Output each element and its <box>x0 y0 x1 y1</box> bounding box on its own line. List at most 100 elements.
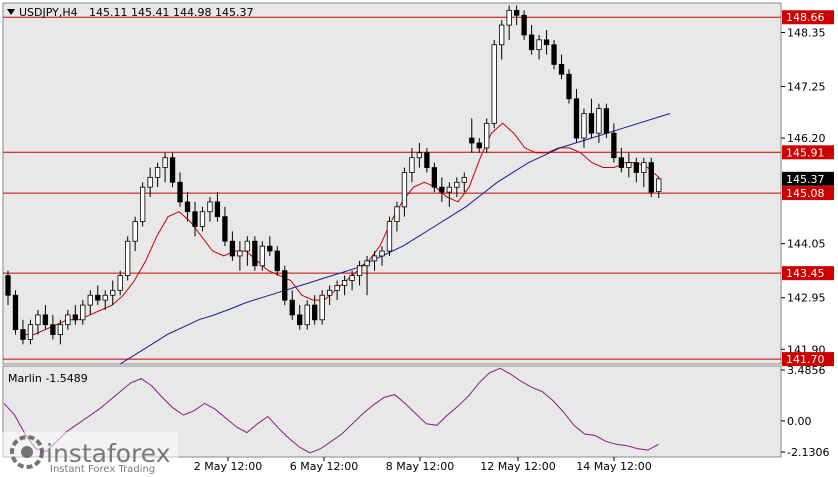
bull-candle <box>80 304 86 321</box>
bull-candle <box>506 9 512 26</box>
bear-candle <box>513 9 520 16</box>
price-tick-label: 146.20 <box>787 132 826 145</box>
bull-candle <box>379 250 385 257</box>
ohlc-readout: 145.11 145.41 144.98 145.37 <box>89 6 253 19</box>
bear-candle <box>648 162 654 193</box>
bull-candle <box>641 162 647 173</box>
level-tag-label: 145.08 <box>786 187 825 200</box>
bull-candle <box>244 240 251 252</box>
bear-candle <box>431 167 438 188</box>
bull-candle <box>394 206 400 222</box>
bear-candle <box>274 250 280 272</box>
bear-candle <box>177 181 183 203</box>
bull-candle <box>446 186 452 193</box>
bear-candle <box>543 39 550 46</box>
bull-candle <box>102 294 108 301</box>
bear-candle <box>476 142 482 149</box>
bull-candle <box>304 304 310 326</box>
bull-candle <box>334 285 340 291</box>
bear-candle <box>611 132 617 159</box>
bear-candle <box>169 157 176 183</box>
bull-candle <box>87 294 93 306</box>
bull-candle <box>319 294 325 321</box>
bull-candle <box>35 314 41 326</box>
bear-candle <box>588 113 595 134</box>
indicator-axis: 3.4856 0.00 -2.1306 <box>781 364 829 459</box>
bull-candle <box>409 157 415 173</box>
bear-candle <box>12 294 19 331</box>
price-tick-label: 148.35 <box>787 26 826 39</box>
bear-candle <box>633 162 639 173</box>
bull-candle <box>139 186 146 222</box>
price-tick-label: 144.05 <box>787 238 826 251</box>
bear-candle <box>424 152 430 168</box>
level-tag-label: 141.70 <box>786 353 825 366</box>
bull-candle <box>207 201 213 213</box>
level-tag <box>782 145 834 160</box>
bear-candle <box>566 73 572 100</box>
bull-candle <box>349 275 355 281</box>
bear-candle <box>558 63 565 75</box>
logo-brand-text: instaforex <box>46 439 171 468</box>
bear-candle <box>267 245 273 252</box>
bull-candle <box>401 172 408 208</box>
bull-candle <box>454 181 460 188</box>
time-tick-label: 6 May 12:00 <box>290 460 358 473</box>
bear-candle <box>214 201 221 218</box>
bear-candle <box>229 240 236 257</box>
bull-candle <box>326 289 333 296</box>
bull-candle <box>147 176 153 188</box>
indicator-tick-label: 3.4856 <box>787 364 826 377</box>
bull-candle <box>57 324 64 335</box>
bull-candle <box>27 324 34 340</box>
slow-ma-line <box>119 113 671 365</box>
current-price-tag <box>782 171 834 186</box>
marlin-indicator-line <box>3 367 659 454</box>
level-tag <box>782 266 834 281</box>
bull-candle <box>536 39 542 51</box>
time-tick-label: 14 May 12:00 <box>576 460 651 473</box>
bull-candle <box>110 289 116 296</box>
bear-candle <box>42 314 49 326</box>
bull-candle <box>626 162 632 168</box>
level-tag <box>782 10 834 25</box>
fast-ma-line <box>23 122 660 335</box>
bull-candle <box>259 245 265 267</box>
time-tick-label: 12 May 12:00 <box>480 460 555 473</box>
bull-candle <box>341 280 348 286</box>
bear-candle <box>603 108 610 134</box>
time-tick-label: 2 May 12:00 <box>194 460 262 473</box>
bear-candle <box>282 270 288 301</box>
level-price-tags: 148.66 145.91 145.08 143.45 141.70 145.37 <box>782 10 834 367</box>
bull-candle <box>132 221 138 242</box>
bear-candle <box>289 299 295 316</box>
bull-candle <box>499 24 505 46</box>
marlin-line <box>3 367 659 454</box>
bear-candle <box>50 324 56 335</box>
bull-candle <box>581 113 587 139</box>
bull-candle <box>596 108 602 134</box>
bull-candle <box>491 44 497 124</box>
candlestick-series <box>5 5 662 345</box>
level-tag <box>782 352 834 367</box>
bear-candle <box>551 44 557 65</box>
symbol-menu-arrow-icon[interactable] <box>7 9 15 15</box>
current-price-label: 145.37 <box>786 173 825 186</box>
bear-candle <box>528 34 535 51</box>
horizontal-level-lines <box>3 16 781 360</box>
bull-candle <box>416 152 423 159</box>
bear-candle <box>297 314 303 326</box>
bull-candle <box>199 211 206 227</box>
bear-candle <box>95 294 101 301</box>
bear-candle <box>20 329 26 340</box>
bull-candle <box>117 275 123 291</box>
main-plot-area[interactable] <box>2 2 782 365</box>
bull-candle <box>656 178 662 193</box>
instaforex-logo: instaforex Instant Forex Trading <box>2 432 178 475</box>
bull-candle <box>125 240 131 276</box>
bull-candle <box>386 221 393 252</box>
level-tag-label: 145.91 <box>786 146 825 159</box>
bear-candle <box>469 137 475 144</box>
